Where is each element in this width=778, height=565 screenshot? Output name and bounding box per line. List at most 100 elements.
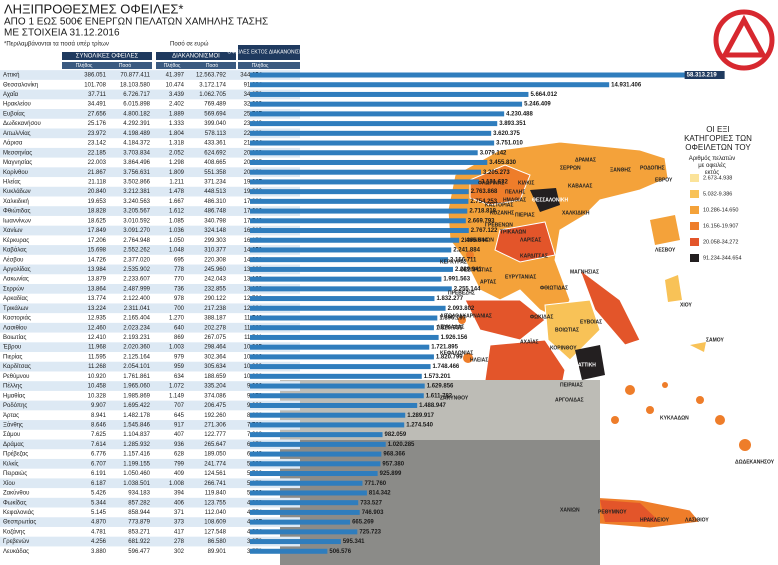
cell: 2.535.902: [123, 267, 150, 273]
bar: [250, 422, 405, 428]
cell: 1.050: [169, 238, 185, 244]
cell: 2.125.164: [123, 354, 150, 360]
bar-label: 3.205.273: [483, 170, 510, 176]
bar: [250, 393, 424, 399]
bar: [250, 101, 523, 107]
cell: 551.358: [204, 170, 226, 176]
bar: [250, 500, 359, 506]
cell: Ημαθίας: [3, 393, 25, 399]
bar-label: 1.629.856: [427, 384, 454, 390]
cell: 388.187: [204, 316, 226, 322]
bar-label: 5.246.409: [524, 102, 551, 108]
cell: 1.157.416: [123, 452, 150, 458]
bar: [250, 82, 610, 88]
cell: 11.595: [88, 354, 107, 360]
bar: [250, 480, 363, 486]
cell: 1.008: [169, 481, 185, 487]
cell: 371.234: [204, 179, 226, 185]
cell: 406: [174, 500, 185, 506]
bar-label: 1.488.947: [419, 403, 446, 409]
map-label: ΕΒΡΟΥ: [655, 177, 673, 183]
cell: 2.122.400: [123, 296, 150, 302]
legend-label: 20.058-34.272: [703, 239, 738, 245]
map-label: ΚΑΒΑΛΑΣ: [568, 183, 592, 189]
bar: [250, 208, 468, 214]
header-box: [238, 45, 300, 60]
cell: 11.268: [88, 364, 107, 370]
legend-swatch: [690, 254, 699, 262]
bar-label: 595.341: [343, 539, 365, 545]
region-attiki: [575, 345, 605, 380]
bar: [250, 373, 422, 379]
cell: 188.659: [204, 374, 226, 380]
bar-label: 1.020.285: [388, 442, 415, 448]
cell: Πειραιώς: [3, 471, 27, 477]
cell: Κυκλάδων: [3, 188, 31, 195]
cell: 89.901: [208, 549, 227, 555]
cell: Δωδεκανήσου: [3, 120, 41, 127]
cell: Έβρου: [2, 345, 21, 351]
cell: 13.224: [88, 306, 107, 312]
cell: 2.165.404: [123, 316, 150, 322]
cell: 1.298: [169, 160, 185, 166]
bar: [250, 198, 469, 204]
header-box: [156, 52, 236, 60]
cell: 2.377.020: [123, 257, 150, 263]
cell: Ρεθύμνου: [3, 374, 29, 380]
cell: 302: [174, 549, 185, 555]
map-label: ΣΑΜΟΥ: [706, 337, 725, 343]
bar: [250, 140, 495, 146]
cell: 371: [174, 510, 185, 516]
bar-label: 3.131.632: [481, 179, 508, 185]
bar-label: 2.093.802: [448, 306, 475, 312]
cell: 17.849: [88, 228, 107, 234]
map-label: ΛΕΥΚΑΔΑΣ: [437, 324, 464, 330]
cell: Θεσπρωτίας: [3, 520, 36, 526]
cell: 4.870: [91, 520, 107, 526]
legend-swatch: [690, 238, 699, 246]
note: *Περιλαμβάνονται τα ποσά υπέρ τρίτων: [4, 41, 109, 48]
bar: [250, 266, 454, 272]
cell: 310.377: [204, 248, 226, 254]
legend-swatch: [690, 222, 699, 230]
cell: 640: [174, 325, 185, 331]
cell: 4.184.372: [123, 141, 150, 147]
cell: 189.050: [204, 452, 226, 458]
map-label: ΚΟΡΙΝΘΟΥ: [550, 345, 577, 351]
cell: 21.867: [88, 170, 107, 176]
bar-label: 1.748.466: [433, 364, 460, 370]
cell: 22.185: [88, 150, 107, 156]
cell: 10.920: [88, 374, 107, 380]
cell: 1.199.155: [123, 461, 150, 467]
cell: 736: [174, 286, 185, 292]
cell: 6.187: [91, 481, 107, 487]
cell: 799: [174, 461, 185, 467]
cell: 245.960: [204, 267, 226, 273]
cell: 3.205.567: [123, 209, 150, 215]
group-header: ΣΥΝΟΛΙΚΕΣ ΟΦΕΙΛΕΣ: [76, 54, 139, 60]
map-label: ΑΧΑΪΑΣ: [520, 338, 539, 345]
cell: 569.694: [204, 111, 226, 117]
cell: Χίου: [3, 481, 15, 487]
cell: Αρκαδίας: [3, 296, 28, 302]
cell: 335.204: [204, 384, 226, 390]
bar-label: 1.896.197: [439, 316, 466, 322]
cell: 8.941: [91, 413, 107, 419]
map-label: ΚΟΖΑΝΗΣ: [490, 210, 514, 216]
map-label: ΚΑΣΤΟΡΙΑΣ: [485, 202, 513, 208]
cell: 6.191: [91, 471, 107, 477]
bar: [250, 150, 478, 156]
row-stripe: [0, 420, 300, 430]
bar-label: 2.767.122: [471, 228, 498, 234]
cell: 123.755: [204, 500, 226, 506]
cell: Αττική: [3, 72, 19, 79]
cell: 394: [174, 491, 185, 497]
cell: 373: [174, 520, 185, 526]
bar-label: 3.751.010: [496, 141, 523, 147]
map-label: ΕΥΒΟΙΑΣ: [580, 319, 602, 325]
cell: 10.474: [166, 82, 185, 88]
cell: 14.726: [88, 257, 107, 263]
cell: 959: [174, 364, 185, 370]
cell: Κεφαλονιάς: [3, 509, 34, 516]
cell: Ηλείας: [3, 179, 21, 185]
